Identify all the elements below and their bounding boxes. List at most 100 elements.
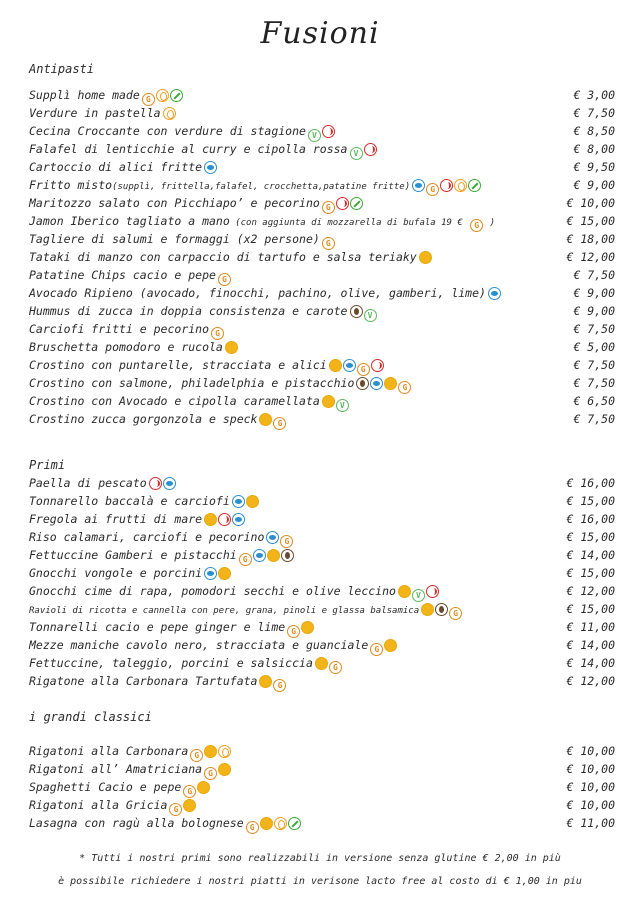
menu-item: Verdure in pastella € 7,50 xyxy=(29,106,615,124)
menu-item: Rigatoni all’ Amatriciana G € 10,00 xyxy=(29,762,615,780)
item-price: € 12,00 xyxy=(566,584,615,598)
item-name: Fettuccine Gamberi e pistacchi xyxy=(29,548,237,562)
fish-icon xyxy=(487,287,501,300)
menu-item: Avocado Ripieno (avocado, finocchi, pach… xyxy=(29,286,615,304)
item-price: € 9,50 xyxy=(573,160,615,174)
vegan-icon: V xyxy=(335,399,349,412)
menu-item: Fritto misto(supplì, frittella,falafel, … xyxy=(29,178,615,196)
item-price: € 7,50 xyxy=(573,412,615,426)
gluten-icon: G xyxy=(321,237,335,250)
item-name: Paella di pescato xyxy=(29,476,147,490)
dairy-icon xyxy=(197,781,211,794)
item-name: Hummus di zucca in doppia consistenza e … xyxy=(29,304,348,318)
gluten-icon: G xyxy=(245,821,259,834)
item-name: Falafel di lenticchie al curry e cipolla… xyxy=(29,142,348,156)
chili-icon xyxy=(425,585,439,598)
menu-item: Spaghetti Cacio e pepe G € 10,00 xyxy=(29,780,615,798)
item-name: Riso calamari, carciofi e pecorino xyxy=(29,530,265,544)
fish-icon xyxy=(266,531,280,544)
item-price: € 3,00 xyxy=(573,88,615,102)
menu-item: Mezze maniche cavolo nero, stracciata e … xyxy=(29,638,615,656)
dairy-icon xyxy=(224,341,238,354)
dairy-icon xyxy=(218,567,232,580)
menu-item: Maritozzo salato con Picchiapo’ e pecori… xyxy=(29,196,615,214)
menu-item: Rigatoni alla Gricia G € 10,00 xyxy=(29,798,615,816)
item-price: € 14,00 xyxy=(566,656,615,670)
item-price: € 15,00 xyxy=(566,214,615,228)
item-price: € 10,00 xyxy=(566,780,615,794)
fish-icon xyxy=(162,477,176,490)
menu-item: Tonnarelli cacio e pepe ginger e lime G €… xyxy=(29,620,615,638)
gluten-icon: G xyxy=(211,327,225,340)
dairy-icon xyxy=(204,513,218,526)
item-name: Fregola ai frutti di mare xyxy=(29,512,203,526)
item-name: Supplì home made xyxy=(29,88,140,102)
footer-note-lactose: è possibile richiedere i nostri piatti i… xyxy=(58,876,582,887)
item-price: € 5,00 xyxy=(573,340,615,354)
item-price: € 9,00 xyxy=(573,286,615,300)
item-name: Carciofi fritti e pecorino xyxy=(29,322,210,336)
gluten-icon: G xyxy=(287,625,301,638)
item-price: € 14,00 xyxy=(566,638,615,652)
dairy-icon xyxy=(183,799,197,812)
gluten-icon: G xyxy=(470,219,484,232)
menu-item: Gnocchi cime di rapa, pomodori secchi e … xyxy=(29,584,615,602)
celery-icon xyxy=(468,179,482,192)
item-name: Rigatoni alla Gricia xyxy=(29,798,168,812)
menu-item: Rigatone alla Carbonara Tartufata G € 12,… xyxy=(29,674,615,692)
item-name: Tagliere di salumi e formaggi (x2 person… xyxy=(29,232,320,246)
menu-item: Fregola ai frutti di mare € 16,00 xyxy=(29,512,615,530)
brand-logo: Fusioni xyxy=(0,16,640,51)
menu-item: Gnocchi vongole e porcini € 15,00 xyxy=(29,566,615,584)
fish-icon xyxy=(232,513,246,526)
dairy-icon xyxy=(384,639,398,652)
item-name: Cartoccio di alici fritte xyxy=(29,160,203,174)
item-price: € 15,00 xyxy=(566,530,615,544)
item-price: € 12,00 xyxy=(566,250,615,264)
item-price: € 8,50 xyxy=(573,124,615,138)
fish-icon xyxy=(370,377,384,390)
item-price: € 16,00 xyxy=(566,512,615,526)
item-price: € 11,00 xyxy=(566,816,615,830)
item-price: € 10,00 xyxy=(566,798,615,812)
gluten-icon: G xyxy=(190,749,204,762)
item-price: € 10,00 xyxy=(566,744,615,758)
dairy-icon xyxy=(259,675,273,688)
dairy-icon xyxy=(218,763,232,776)
footer-note-gluten: * Tutti i nostri primi sono realizzabili… xyxy=(79,853,561,864)
item-price: € 18,00 xyxy=(566,232,615,246)
egg-icon xyxy=(218,745,232,758)
nuts-icon xyxy=(349,305,363,318)
nuts-icon xyxy=(435,603,449,616)
fish-icon xyxy=(342,359,356,372)
menu-item: Crostino con puntarelle, stracciata e al… xyxy=(29,358,615,376)
item-name: Jamon Iberico tagliato a mano xyxy=(29,214,230,228)
item-note-end: ) xyxy=(484,218,496,228)
nuts-icon xyxy=(280,549,294,562)
item-name: Rigatone alla Carbonara Tartufata xyxy=(29,674,258,688)
menu-item: Tagliere di salumi e formaggi (x2 person… xyxy=(29,232,615,250)
item-price: € 11,00 xyxy=(566,620,615,634)
menu-item: Hummus di zucca in doppia consistenza e … xyxy=(29,304,615,322)
vegan-icon: V xyxy=(307,129,321,142)
menu-item: Riso calamari, carciofi e pecorino G € 15… xyxy=(29,530,615,548)
celery-icon xyxy=(287,817,301,830)
item-price: € 8,00 xyxy=(573,142,615,156)
gluten-icon: G xyxy=(141,93,155,106)
dairy-icon xyxy=(418,251,432,264)
item-price: € 7,50 xyxy=(573,268,615,282)
item-price: € 15,00 xyxy=(566,494,615,508)
item-price: € 15,00 xyxy=(566,566,615,580)
chili-icon xyxy=(370,359,384,372)
item-price: € 10,00 xyxy=(566,196,615,210)
dairy-icon xyxy=(314,657,328,670)
item-name: Crostino con Avocado e cipolla caramella… xyxy=(29,394,320,408)
item-name: Patatine Chips cacio e pepe xyxy=(29,268,216,282)
item-name: Spaghetti Cacio e pepe xyxy=(29,780,182,794)
item-price: € 12,00 xyxy=(566,674,615,688)
dairy-icon xyxy=(204,745,218,758)
brand-name: Fusioni xyxy=(260,16,380,51)
item-price: € 7,50 xyxy=(573,106,615,120)
menu-item: Supplì home made G € 3,00 xyxy=(29,88,615,106)
menu-item: Cecina Croccante con verdure di stagione… xyxy=(29,124,615,142)
